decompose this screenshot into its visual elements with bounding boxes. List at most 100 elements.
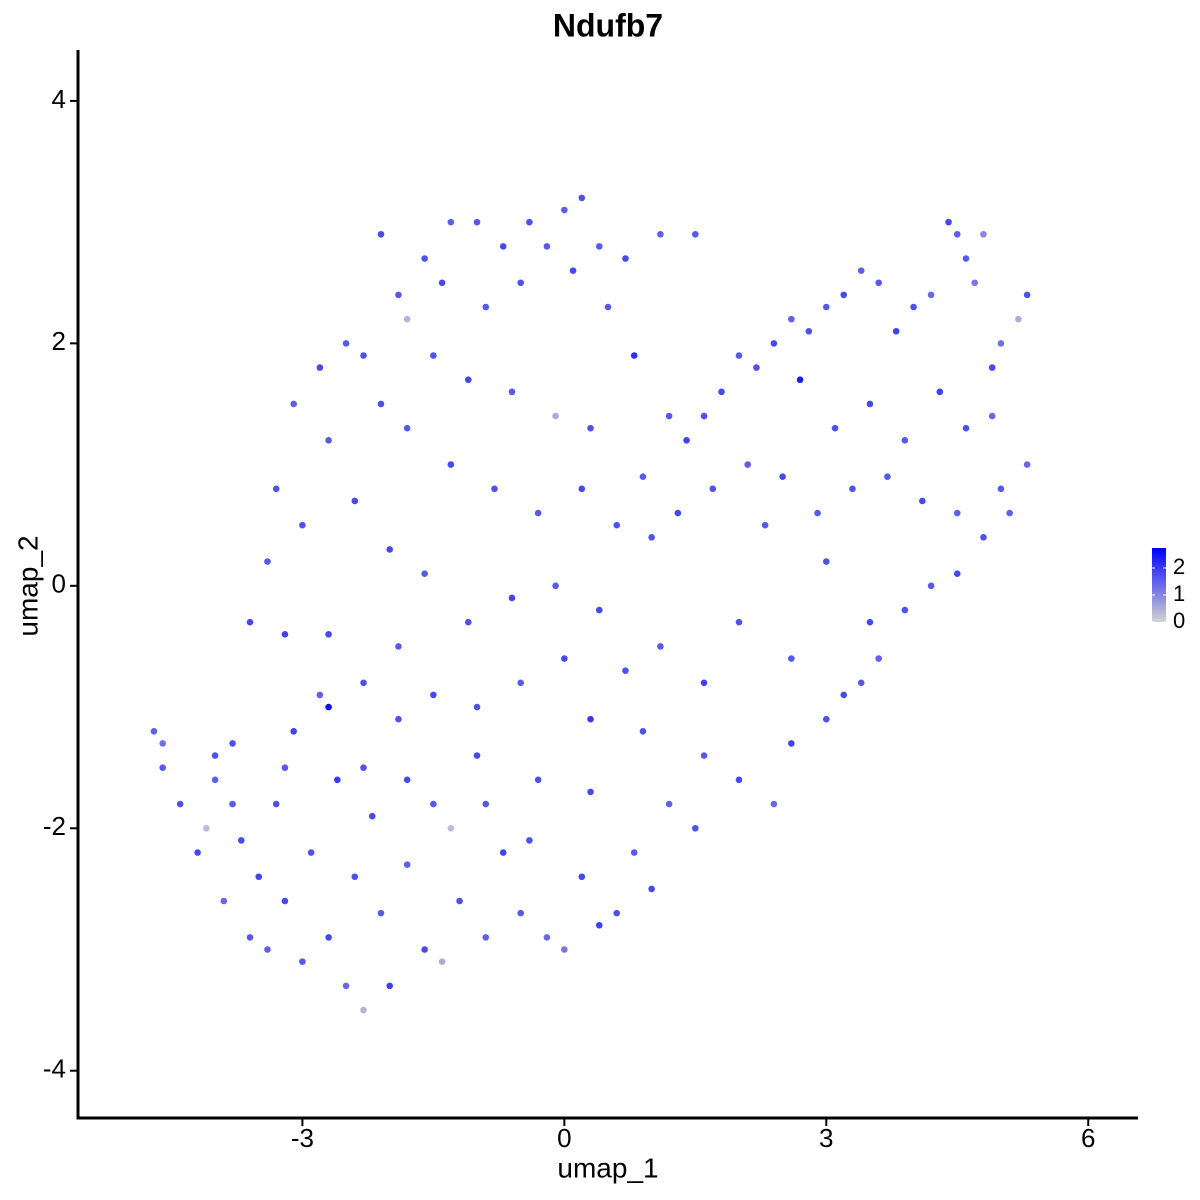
point (325, 703, 332, 711)
point (464, 618, 472, 626)
point (962, 255, 970, 262)
point (281, 897, 289, 905)
point (822, 715, 830, 723)
point (840, 691, 848, 699)
point (482, 800, 490, 808)
point (473, 218, 481, 226)
point (761, 521, 769, 529)
point (953, 570, 961, 577)
x-tick-label: 6 (1081, 1123, 1095, 1153)
point (395, 291, 402, 299)
point (438, 958, 446, 965)
point (194, 849, 201, 856)
point (552, 412, 559, 420)
point (578, 194, 586, 202)
point (648, 885, 655, 893)
point (534, 509, 542, 517)
y-tick-label: 0 (52, 569, 66, 599)
point (988, 412, 996, 420)
point (368, 812, 376, 820)
y-tick-label: 4 (52, 84, 66, 114)
point (342, 982, 350, 990)
point (272, 800, 280, 808)
point (377, 400, 385, 408)
point (272, 485, 280, 493)
point (299, 521, 306, 529)
point (517, 909, 524, 917)
point (866, 618, 874, 626)
point (403, 861, 411, 868)
point (919, 497, 926, 505)
point (613, 521, 621, 529)
point (953, 230, 961, 238)
point (936, 388, 944, 396)
point (884, 473, 891, 481)
point (395, 643, 402, 650)
point (822, 558, 830, 565)
point (788, 315, 795, 323)
colorbar-tick-label: 0 (1173, 608, 1185, 633)
point (1023, 461, 1031, 468)
point (403, 424, 411, 432)
point (360, 764, 367, 771)
point (526, 837, 533, 844)
point (325, 934, 332, 941)
point (421, 570, 428, 577)
point (351, 873, 359, 881)
point (316, 691, 324, 699)
point (246, 934, 254, 941)
point (892, 327, 900, 335)
point (386, 546, 394, 553)
point (866, 400, 874, 408)
point (360, 1006, 367, 1014)
point (735, 352, 743, 359)
point (246, 618, 254, 626)
point (700, 412, 708, 420)
point (316, 364, 324, 371)
point (1015, 315, 1022, 323)
point (1023, 291, 1031, 299)
point (351, 497, 359, 505)
point (499, 849, 507, 856)
point (622, 255, 629, 262)
point (962, 424, 970, 432)
point (980, 534, 987, 541)
point (665, 800, 673, 808)
point (587, 715, 594, 723)
point (176, 800, 184, 808)
point (770, 800, 778, 808)
point (875, 279, 882, 287)
point (595, 243, 603, 250)
point (395, 715, 402, 723)
point (770, 340, 778, 347)
point (1006, 509, 1013, 517)
x-tick-label: -3 (291, 1123, 314, 1153)
point (604, 303, 612, 311)
point (211, 752, 219, 759)
point (430, 800, 437, 808)
point (630, 849, 638, 856)
point (857, 679, 865, 687)
point (997, 485, 1005, 493)
point (482, 934, 490, 941)
point (788, 655, 795, 662)
point (953, 509, 961, 517)
point (901, 606, 909, 614)
point (255, 873, 263, 881)
point (945, 218, 952, 226)
point (927, 291, 935, 299)
point (499, 243, 507, 250)
point (822, 303, 830, 311)
point (831, 424, 839, 432)
y-tick-label: -4 (43, 1054, 66, 1084)
point (587, 788, 594, 796)
point (517, 679, 524, 687)
point (561, 206, 568, 214)
x-axis-label: umap_1 (557, 1152, 658, 1183)
point (788, 740, 795, 747)
y-axis-label: umap_2 (12, 535, 43, 636)
point (595, 921, 603, 929)
point (377, 230, 385, 238)
point (840, 291, 848, 299)
point (473, 752, 481, 759)
